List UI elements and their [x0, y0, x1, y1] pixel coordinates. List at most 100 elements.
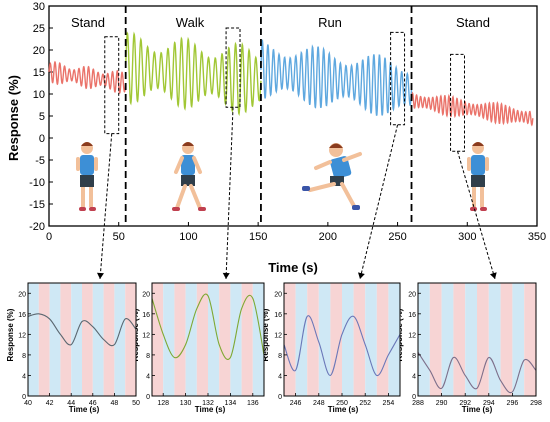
inset-4-x-tick-label: 298: [530, 400, 542, 407]
inset-4-band: [441, 283, 454, 396]
inset-1-y-tick-label: 8: [22, 353, 26, 360]
zoom-window-markers: [104, 27, 465, 152]
inset-3-x-tick-label: 248: [313, 400, 325, 407]
inset-2-x-tick-label: 128: [157, 400, 169, 407]
inset-1-x-tick-label: 48: [111, 400, 119, 407]
inset-4-x-tick-label: 294: [483, 400, 495, 407]
inset-2-band: [196, 283, 208, 396]
inset-3-x-tick-label: 254: [383, 400, 395, 407]
zoom-connector-arrowhead-3: [358, 272, 365, 279]
main-x-tick-label: 350: [528, 231, 546, 243]
main-y-tick-label: -10: [29, 177, 45, 189]
main-y-tick-label: 15: [33, 67, 45, 79]
inset-2-plot: 0 4 8 12 16 20 128 130 132 134 136: [142, 282, 265, 407]
main-series-line-4: [410, 91, 534, 127]
inset-1-y-tick-label: 16: [18, 312, 26, 319]
inset-1-y-tick-label: 4: [22, 373, 26, 380]
inset-2-y-tick-label: 12: [142, 332, 150, 339]
inset-3-y-tick-label: 12: [274, 332, 282, 339]
inset-1-series-line: [27, 313, 137, 347]
inset-1-x-tick-label: 40: [24, 400, 32, 407]
inset-1-y-label: Response (%): [6, 308, 15, 361]
inset-1-x-tick-label: 42: [46, 400, 54, 407]
inset-4-band: [477, 283, 489, 396]
inset-3-plot: 0 4 8 12 16 20 246 248 250 252 254: [274, 282, 401, 407]
inset-4-band: [524, 283, 536, 396]
inset-3-x-tick-label: 252: [359, 400, 371, 407]
inset-1-band: [71, 283, 82, 396]
main-series-group: [48, 31, 534, 127]
main-y-tick-label: 20: [33, 45, 45, 57]
main-y-tick-label: -5: [35, 155, 45, 167]
inset-2-x-tick-label: 134: [225, 400, 237, 407]
inset-4-y-tick-label: 16: [408, 312, 416, 319]
inset-4-y-tick-label: 0: [412, 394, 416, 401]
inset-3-band: [376, 283, 389, 396]
inset-2-band: [241, 283, 253, 396]
inset-1-band: [92, 283, 104, 396]
main-series-line-3: [260, 39, 413, 116]
main-y-tick-label: 0: [39, 133, 45, 145]
inset-4-series-line: [417, 352, 537, 394]
main-y-tick-label: 5: [39, 111, 45, 123]
inset-1-x-tick-label: 50: [132, 400, 140, 407]
zoom-window-box-1: [104, 36, 120, 135]
inset-2-x-tick-label: 132: [202, 400, 214, 407]
inset-2-band: [152, 283, 164, 396]
inset-3-band: [295, 283, 308, 396]
inset-3-band: [318, 283, 331, 396]
main-y-axis: -20 -15 -10 -5 0 5 10 15 20 25 30: [29, 1, 53, 233]
inset-2-x-tick-label: 136: [247, 400, 259, 407]
inset-1-y-tick-label: 0: [22, 394, 26, 401]
inset-4-y-tick-label: 12: [408, 332, 416, 339]
inset-3-x-tick-label: 250: [336, 400, 348, 407]
inset-4-frame: [417, 282, 537, 397]
main-x-tick-label: 0: [46, 231, 52, 243]
phase-label-stand-2: Stand: [456, 15, 490, 30]
inset-2-band: [219, 283, 231, 396]
inset-4-x-tick-label: 290: [436, 400, 448, 407]
main-x-axis: 0 50 100 150 200 250 300 350: [46, 222, 546, 243]
main-y-axis-label: Response (%): [6, 75, 21, 161]
inset-3-x-tick-label: 246: [290, 400, 302, 407]
inset-1-x-tick-label: 44: [67, 400, 75, 407]
main-x-tick-label: 150: [249, 231, 267, 243]
main-x-tick-label: 50: [113, 231, 125, 243]
main-plot-frame: [48, 5, 538, 227]
phase-label-run: Run: [318, 15, 342, 30]
inset-4-band: [418, 283, 430, 396]
inset-2-band: [163, 283, 175, 396]
inset-2-band: [174, 283, 186, 396]
inset-4-band: [512, 283, 525, 396]
main-y-tick-label: 30: [33, 1, 45, 13]
inset-2-x-tick-label: 130: [180, 400, 192, 407]
inset-2-y-tick-label: 4: [146, 373, 150, 380]
inset-2-band: [185, 283, 197, 396]
zoom-connector-arrowhead-4: [489, 272, 497, 279]
inset-1-band: [82, 283, 93, 396]
inset-1-x-tick-label: 46: [89, 400, 97, 407]
main-x-tick-label: 100: [179, 231, 197, 243]
inset-3-y-tick-label: 20: [274, 291, 282, 298]
inset-4-band: [465, 283, 477, 396]
inset-3-x-label: Time (s): [328, 405, 359, 414]
inset-3-band: [330, 283, 342, 396]
inset-2-y-tick-label: 0: [146, 394, 150, 401]
main-y-tick-label: 25: [33, 23, 45, 35]
zoom-connector-1: [99, 133, 113, 280]
inset-3-band: [284, 283, 296, 396]
zoom-connector-arrows: [96, 107, 497, 280]
inset-1-frame: [27, 282, 137, 397]
standing-person-illustration-2: [467, 142, 489, 211]
inset-1-band: [49, 283, 61, 396]
inset-3-band: [307, 283, 319, 396]
inset-3-band: [388, 283, 400, 396]
inset-4-x-tick-label: 296: [507, 400, 519, 407]
inset-4-x-tick-label: 288: [412, 400, 424, 407]
inset-3-band: [342, 283, 354, 396]
inset-3-y-label: Response (%): [261, 308, 270, 361]
inset-2-series-line: [151, 293, 265, 360]
inset-4-plot: 0 4 8 12 16 20 288 290 292 294 296 298: [408, 282, 542, 407]
inset-3-y-tick-label: 0: [278, 394, 282, 401]
